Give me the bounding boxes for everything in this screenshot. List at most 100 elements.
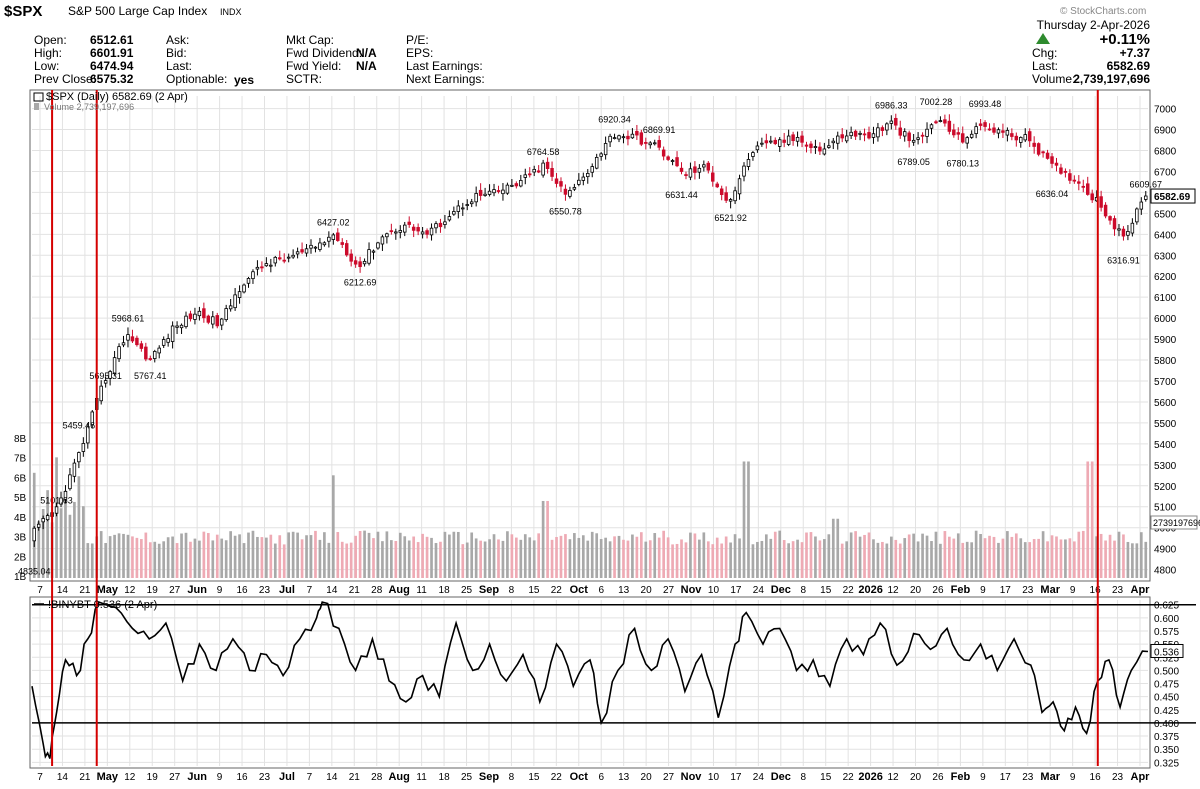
volume-bar [287,532,291,578]
candle-body [974,126,978,135]
price-annotation: 5695.31 [89,371,122,381]
candle-body [505,184,510,194]
volume-bar [470,532,474,578]
candle-body [545,161,550,169]
price-annotation: 6920.34 [598,114,631,124]
price-tick-label: 6000 [1154,314,1177,325]
bid-label: Bid: [166,46,187,60]
volume-bar [1122,534,1125,578]
candle-body [103,380,108,384]
x-tick-label: Aug [388,771,409,783]
volume-bar [229,531,232,578]
volume-bar [126,534,130,578]
x-tick-label: 22 [551,772,563,783]
candle-body [1068,173,1072,181]
volume-bar [751,544,755,578]
x-tick-label: 9 [980,772,986,783]
candle-body [737,178,742,195]
price-annotations: 4835.04 5101.63 5459.46 5695.31 5968.61 5767.… [18,97,1162,576]
volume-bar [162,541,166,578]
volume-bar [956,533,960,578]
candle-body [523,174,528,178]
candle-body [769,140,773,143]
candle-body [920,134,925,137]
candle-body [362,260,367,265]
candle-body [215,315,219,327]
x-tick-label: Oct [570,771,589,783]
volume-bar [86,543,90,578]
indicator-tick-label: 0.475 [1154,680,1179,691]
volume-bar [1135,543,1139,578]
volume-bar [465,542,469,578]
volume-bar [693,533,697,578]
volume-bar [568,539,572,578]
candle-body [818,146,822,152]
volume-bar [381,541,384,578]
volume-bar [706,541,710,578]
volume-bar [992,536,996,578]
x-tick-label: Feb [951,584,971,596]
low-label: Low: [34,59,59,73]
candle-body [313,246,318,249]
candle-body [612,137,617,140]
sctr-label: SCTR: [286,72,322,86]
x-tick-label: 12 [887,772,899,783]
volume-bar [1077,531,1081,578]
volume-bar [403,536,407,578]
volume-bar [421,533,424,578]
candle-body [72,462,77,477]
volume-bar [546,500,549,578]
candle-body [648,142,653,146]
price-tick-label: 6300 [1154,251,1177,262]
x-tick-label: 15 [820,585,832,596]
volume-bar [608,541,612,578]
volume-bar [818,540,822,578]
volume-bar [224,540,228,578]
candle-body [862,133,867,136]
volume-bar [318,539,322,578]
price-legend: $SPX (Daily) 6582.69 (2 Apr) Volume 2,73… [33,91,188,112]
candle-body [1117,228,1121,231]
x-tick-label: 23 [259,772,271,783]
indicator-tick-label: 0.350 [1154,745,1179,756]
volume-bar [407,540,411,578]
volume-bar [99,531,103,578]
candle-body [1010,133,1014,137]
x-tick-label: 22 [843,772,855,783]
volume-bar [1073,541,1076,578]
candle-body [1135,208,1139,223]
volume-bar [157,543,161,578]
volume-bar [269,534,273,578]
volume-bar [41,509,45,578]
candle-body [836,135,840,144]
volume-bar [296,532,299,578]
candle-body [161,339,166,346]
candle-body [844,135,849,142]
indicator-tick-label: 0.425 [1154,706,1179,717]
candle-body [197,310,202,317]
volume-bar [965,541,969,578]
volume-bar [840,543,844,578]
x-tick-label: 2026 [858,771,882,783]
volume-bar [1055,536,1058,578]
volume-bar [117,533,121,578]
volume-bar [1090,461,1094,578]
price-legend-text: $SPX (Daily) 6582.69 (2 Apr) [46,91,188,103]
volume-bar [961,542,965,578]
candle-body [1072,179,1077,182]
volume-bar [1059,539,1063,578]
price-annotation: 5101.63 [40,495,73,505]
x-tick-label: 9 [217,585,223,596]
volume-bar [1041,531,1045,578]
candle-body [755,145,760,151]
last2-value: 6582.69 [1107,59,1151,73]
x-tick-label: 19 [147,772,159,783]
candle-body [1103,204,1108,217]
x-tick-label: Feb [951,771,971,783]
volume-bar [827,534,831,578]
candle-body [885,123,889,131]
volume-bar [876,542,880,578]
candle-body [987,128,992,131]
volume-bar [1086,461,1090,578]
